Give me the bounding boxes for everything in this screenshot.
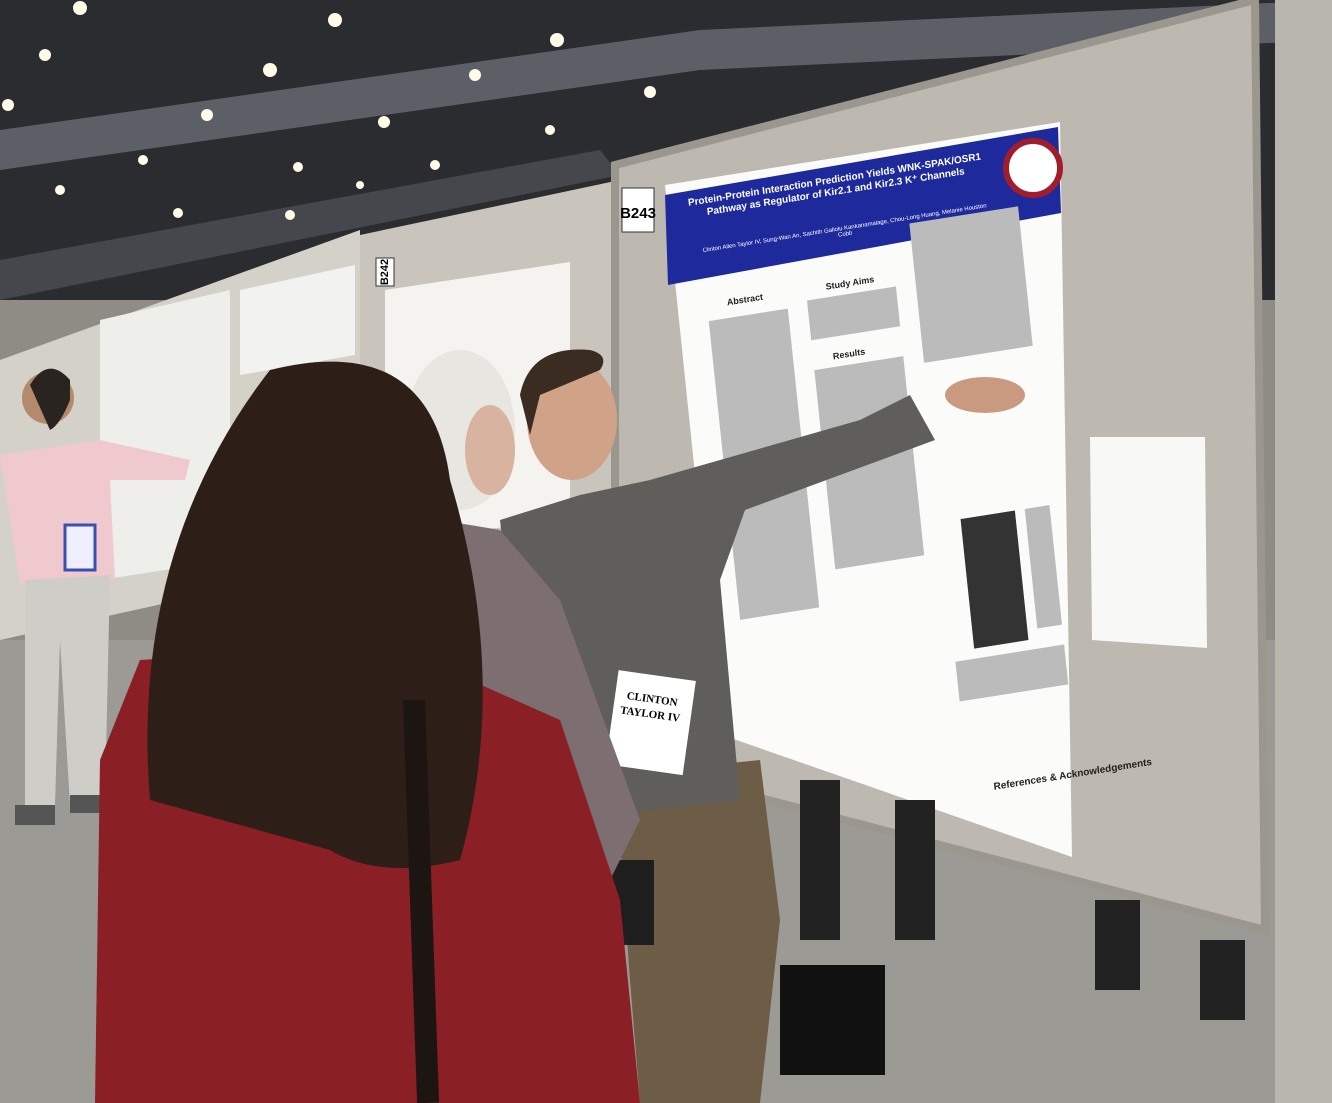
ceiling-beam bbox=[0, 150, 620, 300]
board-number: B242 bbox=[379, 259, 391, 285]
person-red-jacket bbox=[95, 361, 640, 1103]
person-background bbox=[0, 368, 190, 825]
board-sign bbox=[621, 187, 655, 233]
board-number: B243 bbox=[620, 205, 656, 222]
handout bbox=[1090, 437, 1207, 648]
distant-poster bbox=[240, 265, 355, 375]
logo bbox=[1003, 138, 1063, 198]
ceiling-beam bbox=[0, 0, 1332, 170]
ceiling-lights bbox=[2, 1, 656, 220]
legs-behind bbox=[780, 780, 1245, 1075]
next-board bbox=[1275, 0, 1332, 1103]
board-sign bbox=[375, 257, 395, 287]
person-presenter: CLINTON TAYLOR IV bbox=[500, 349, 1025, 1103]
poster-header bbox=[665, 127, 1061, 285]
